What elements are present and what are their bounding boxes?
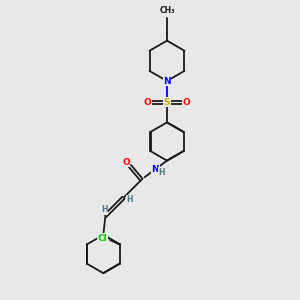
Text: H: H <box>101 206 108 214</box>
Text: Cl: Cl <box>98 234 108 243</box>
Text: O: O <box>144 98 151 107</box>
Text: CH₃: CH₃ <box>159 6 175 15</box>
Text: S: S <box>164 98 170 107</box>
Text: O: O <box>122 158 130 166</box>
Text: N: N <box>163 76 171 85</box>
Text: O: O <box>183 98 190 107</box>
Text: H: H <box>126 195 133 204</box>
Text: H: H <box>158 168 165 177</box>
Text: N: N <box>152 165 159 174</box>
